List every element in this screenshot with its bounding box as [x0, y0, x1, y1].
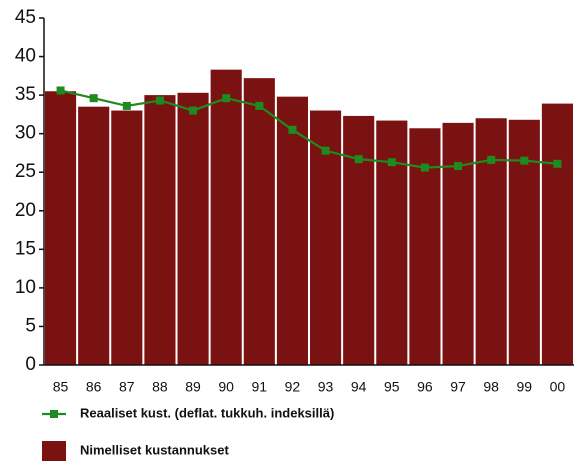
y-tick-label: 10 — [15, 277, 36, 298]
x-tick-label: 96 — [417, 379, 433, 395]
y-tick-label: 15 — [15, 238, 36, 259]
marker — [222, 94, 231, 103]
marker — [255, 101, 264, 110]
x-tick-label: 88 — [152, 379, 168, 395]
bar — [78, 106, 110, 365]
y-tick-label: 45 — [15, 7, 36, 28]
bar — [210, 69, 242, 366]
x-tick-label: 99 — [517, 379, 533, 395]
marker — [155, 96, 164, 105]
marker — [122, 101, 131, 110]
legend-label: Reaaliset kust. (deflat. tukkuh. indeksi… — [80, 405, 334, 420]
bar — [243, 78, 275, 365]
x-tick-label: 87 — [119, 379, 135, 395]
bar — [144, 95, 176, 365]
bar — [343, 115, 375, 365]
x-tick-label: 92 — [285, 379, 301, 395]
y-tick-label: 30 — [15, 123, 36, 144]
bar — [442, 122, 474, 365]
marker — [520, 156, 529, 165]
legend-label: Nimelliset kustannukset — [80, 442, 229, 457]
x-tick-label: 91 — [252, 379, 268, 395]
y-tick-label: 35 — [15, 84, 36, 105]
bar — [45, 91, 77, 365]
line — [60, 89, 558, 169]
y-tick-label: 5 — [25, 315, 36, 336]
x-tick-label: 86 — [86, 379, 102, 395]
bar — [541, 103, 573, 366]
marker — [56, 86, 65, 95]
x-tick-label: 98 — [483, 379, 499, 395]
x-tick-label: 93 — [318, 379, 334, 395]
bar — [276, 96, 308, 366]
marker — [89, 94, 98, 103]
x-tick-label: 94 — [351, 379, 367, 395]
marker — [387, 158, 396, 167]
x-tick-label: 89 — [185, 379, 201, 395]
y-tick-label: 25 — [15, 161, 36, 182]
legend-marker — [50, 410, 58, 418]
x-tick-label: 95 — [384, 379, 400, 395]
bar — [475, 118, 507, 365]
bar — [508, 119, 540, 365]
x-tick-label: 97 — [450, 379, 466, 395]
marker — [189, 106, 198, 115]
y-tick-label: 40 — [15, 46, 36, 67]
bar — [177, 92, 209, 365]
marker — [420, 163, 429, 172]
legend-swatch — [42, 441, 66, 461]
bar — [376, 120, 408, 366]
y-tick-label: 0 — [25, 354, 36, 375]
bar — [111, 110, 143, 366]
marker — [288, 125, 297, 134]
x-tick-label: 00 — [550, 379, 566, 395]
marker — [487, 155, 496, 164]
marker — [454, 162, 463, 171]
marker — [354, 155, 363, 164]
y-tick-label: 20 — [15, 200, 36, 221]
marker — [553, 159, 562, 168]
marker — [321, 146, 330, 155]
x-tick-label: 85 — [53, 379, 69, 395]
x-tick-label: 90 — [218, 379, 234, 395]
